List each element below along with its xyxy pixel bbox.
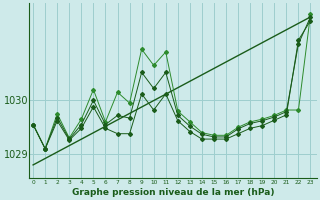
X-axis label: Graphe pression niveau de la mer (hPa): Graphe pression niveau de la mer (hPa) [72,188,274,197]
